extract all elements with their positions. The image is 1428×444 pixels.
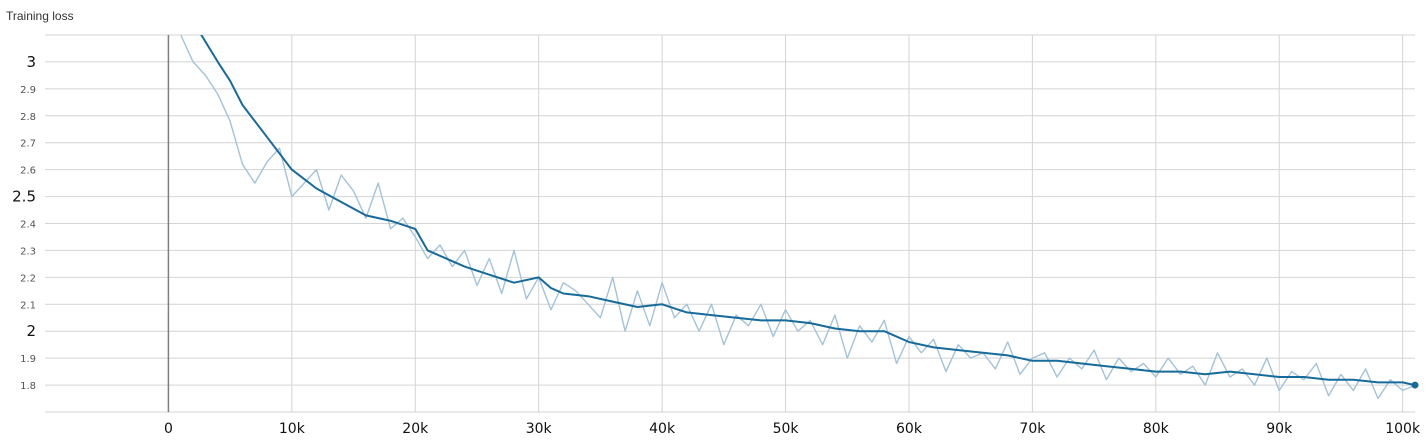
x-tick-label: 70k xyxy=(1019,421,1046,437)
series-line-raw xyxy=(180,35,1415,400)
x-tick-label: 80k xyxy=(1143,421,1170,437)
x-tick-label: 60k xyxy=(896,421,923,437)
y-tick-label: 2.6 xyxy=(20,166,36,177)
grid xyxy=(45,34,1415,413)
y-tick-label: 1.9 xyxy=(20,354,36,365)
y-tick-label: 2.7 xyxy=(20,139,36,150)
x-axis-ticks: 0 10k 20k 30k 40k 50k 60k 70k 80k 90k 100k xyxy=(164,421,1421,437)
y-tick-label: 2.9 xyxy=(20,85,36,96)
y-tick-label: 2 xyxy=(26,322,36,340)
series-lines xyxy=(180,35,1419,400)
y-tick-label: 2.2 xyxy=(20,273,36,284)
y-tick-label: 2.5 xyxy=(12,188,36,206)
series-line-smoothed xyxy=(200,35,1415,387)
y-tick-label: 2.8 xyxy=(20,112,36,123)
x-tick-label: 0 xyxy=(164,421,173,437)
y-tick-label: 1.8 xyxy=(20,381,36,392)
y-tick-label: 2.3 xyxy=(20,246,36,257)
y-axis-ticks: 3 2.9 2.8 2.7 2.6 2.5 2.4 2.3 2.2 2.1 2 1.9 1.8 xyxy=(12,53,36,392)
y-tick-label: 2.4 xyxy=(20,220,36,231)
series-endpoint-marker xyxy=(1411,381,1419,389)
y-tick-label: 2.1 xyxy=(20,300,36,311)
x-tick-label: 40k xyxy=(649,421,676,437)
x-tick-label: 50k xyxy=(773,421,800,437)
x-tick-label: 30k xyxy=(526,421,553,437)
y-tick-label: 3 xyxy=(26,53,36,71)
x-tick-label: 20k xyxy=(402,421,429,437)
chart-title: Training loss xyxy=(6,9,74,23)
x-tick-label: 100k xyxy=(1385,421,1421,437)
x-tick-label: 90k xyxy=(1266,421,1293,437)
x-tick-label: 10k xyxy=(279,421,306,437)
